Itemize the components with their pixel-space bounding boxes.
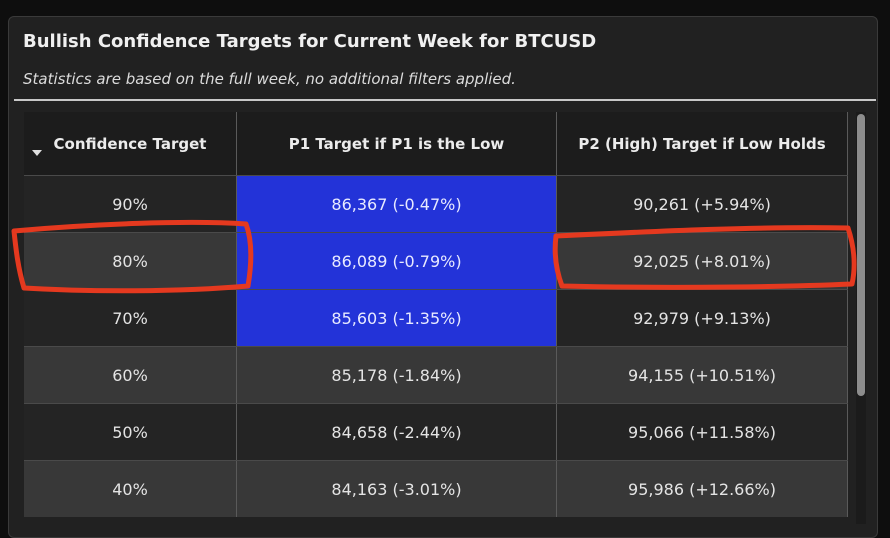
p1-target-cell: 85,603 (-1.35%) (237, 290, 557, 346)
p2-target-cell: 92,979 (+9.13%) (557, 290, 848, 346)
confidence-cell: 80% (24, 233, 237, 289)
col-header-label: P1 Target if P1 is the Low (288, 134, 505, 153)
p1-target-cell: 86,367 (-0.47%) (237, 176, 557, 232)
p1-target-cell: 84,658 (-2.44%) (237, 404, 557, 460)
panel-title: Bullish Confidence Targets for Current W… (23, 31, 597, 52)
panel-subtitle: Statistics are based on the full week, n… (23, 70, 516, 88)
col-header-label: Confidence Target (53, 134, 207, 153)
sort-down-icon[interactable] (32, 150, 42, 156)
confidence-cell: 40% (24, 461, 237, 517)
table-scrollbar[interactable] (856, 112, 866, 524)
targets-table: Confidence Target P1 Target if P1 is the… (24, 112, 848, 517)
table-row[interactable]: 60% 85,178 (-1.84%) 94,155 (+10.51%) (24, 346, 848, 403)
p2-target-cell: 95,066 (+11.58%) (557, 404, 848, 460)
p2-target-cell: 92,025 (+8.01%) (557, 233, 848, 289)
p1-target-cell: 86,089 (-0.79%) (237, 233, 557, 289)
col-header-p1[interactable]: P1 Target if P1 is the Low (237, 112, 557, 175)
table-row[interactable]: 40% 84,163 (-3.01%) 95,986 (+12.66%) (24, 460, 848, 517)
table-header: Confidence Target P1 Target if P1 is the… (24, 112, 848, 175)
table-row[interactable]: 90% 86,367 (-0.47%) 90,261 (+5.94%) (24, 175, 848, 232)
confidence-cell: 60% (24, 347, 237, 403)
table-row[interactable]: 70% 85,603 (-1.35%) 92,979 (+9.13%) (24, 289, 848, 346)
confidence-cell: 90% (24, 176, 237, 232)
p2-target-cell: 95,986 (+12.66%) (557, 461, 848, 517)
table-row[interactable]: 80% 86,089 (-0.79%) 92,025 (+8.01%) (24, 232, 848, 289)
confidence-cell: 70% (24, 290, 237, 346)
p2-target-cell: 90,261 (+5.94%) (557, 176, 848, 232)
col-header-confidence[interactable]: Confidence Target (24, 112, 237, 175)
scrollbar-thumb[interactable] (857, 114, 865, 396)
p1-target-cell: 84,163 (-3.01%) (237, 461, 557, 517)
header-divider (14, 99, 876, 101)
table-row[interactable]: 50% 84,658 (-2.44%) 95,066 (+11.58%) (24, 403, 848, 460)
col-header-label: P2 (High) Target if Low Holds (578, 134, 826, 153)
confidence-cell: 50% (24, 404, 237, 460)
p2-target-cell: 94,155 (+10.51%) (557, 347, 848, 403)
col-header-p2[interactable]: P2 (High) Target if Low Holds (557, 112, 848, 175)
p1-target-cell: 85,178 (-1.84%) (237, 347, 557, 403)
